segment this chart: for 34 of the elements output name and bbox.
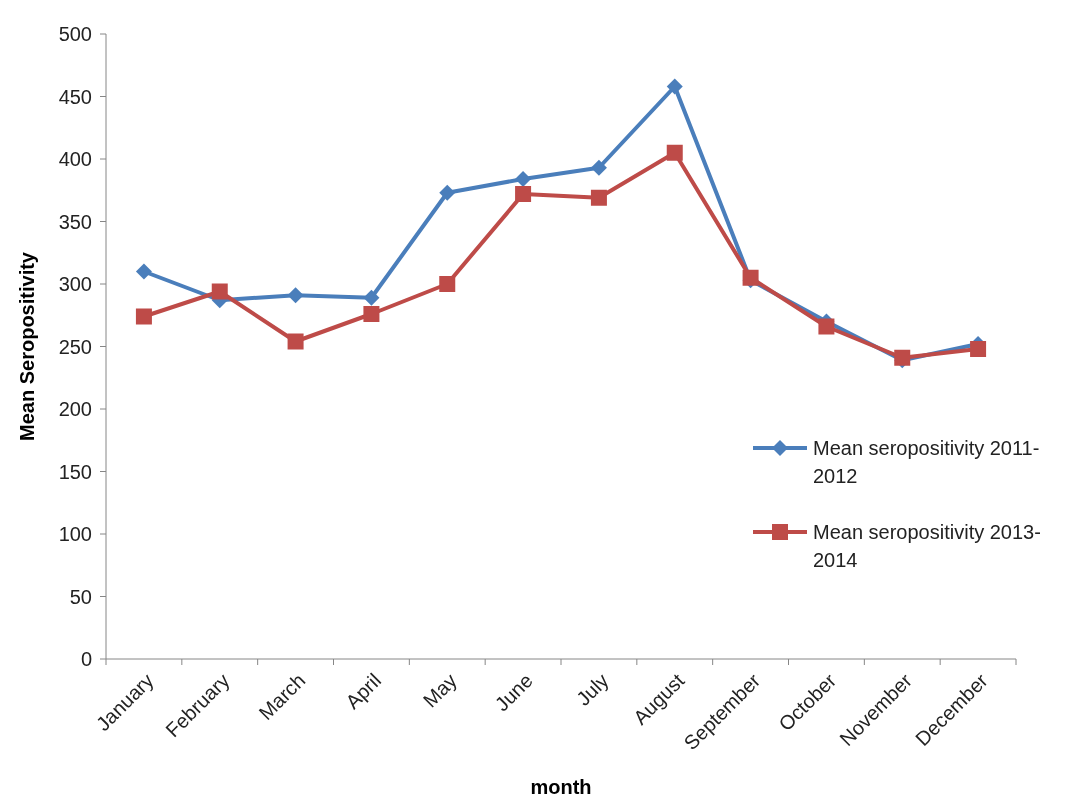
y-tick-label: 0: [80, 648, 92, 670]
point: [363, 306, 380, 322]
y-tick-label: 100: [58, 523, 92, 545]
point: [135, 308, 152, 325]
y-axis-title: Mean Seropositivity: [16, 251, 38, 441]
point: [287, 287, 304, 304]
point: [135, 263, 152, 280]
point: [211, 283, 228, 300]
point: [287, 333, 304, 350]
point: [363, 289, 380, 306]
point: [970, 341, 987, 357]
y-tick-label: 50: [69, 585, 92, 608]
point: [515, 171, 532, 187]
point: [666, 78, 683, 95]
y-tick-label: 350: [58, 210, 92, 233]
point: [439, 184, 456, 201]
x-axis-title: month: [530, 776, 592, 798]
y-tick-label: 500: [58, 23, 92, 45]
point: [515, 186, 532, 202]
x-tick-label: May: [418, 669, 462, 712]
legend-label: Mean seropositivity 2013-2014: [813, 521, 1041, 571]
y-tick-label: 250: [58, 335, 92, 358]
point: [590, 189, 607, 206]
point: [590, 159, 607, 176]
y-tick-label: 200: [58, 398, 92, 420]
point: [439, 276, 456, 292]
y-tick-label: 400: [58, 148, 92, 170]
point: [818, 318, 835, 335]
y-tick-label: 300: [58, 273, 92, 295]
y-tick-label: 450: [58, 85, 92, 108]
point: [666, 144, 683, 161]
y-tick-label: 150: [58, 460, 92, 483]
legend-label: Mean seropositivity 2011-2012: [813, 437, 1040, 487]
x-tick-label: July: [571, 669, 613, 710]
